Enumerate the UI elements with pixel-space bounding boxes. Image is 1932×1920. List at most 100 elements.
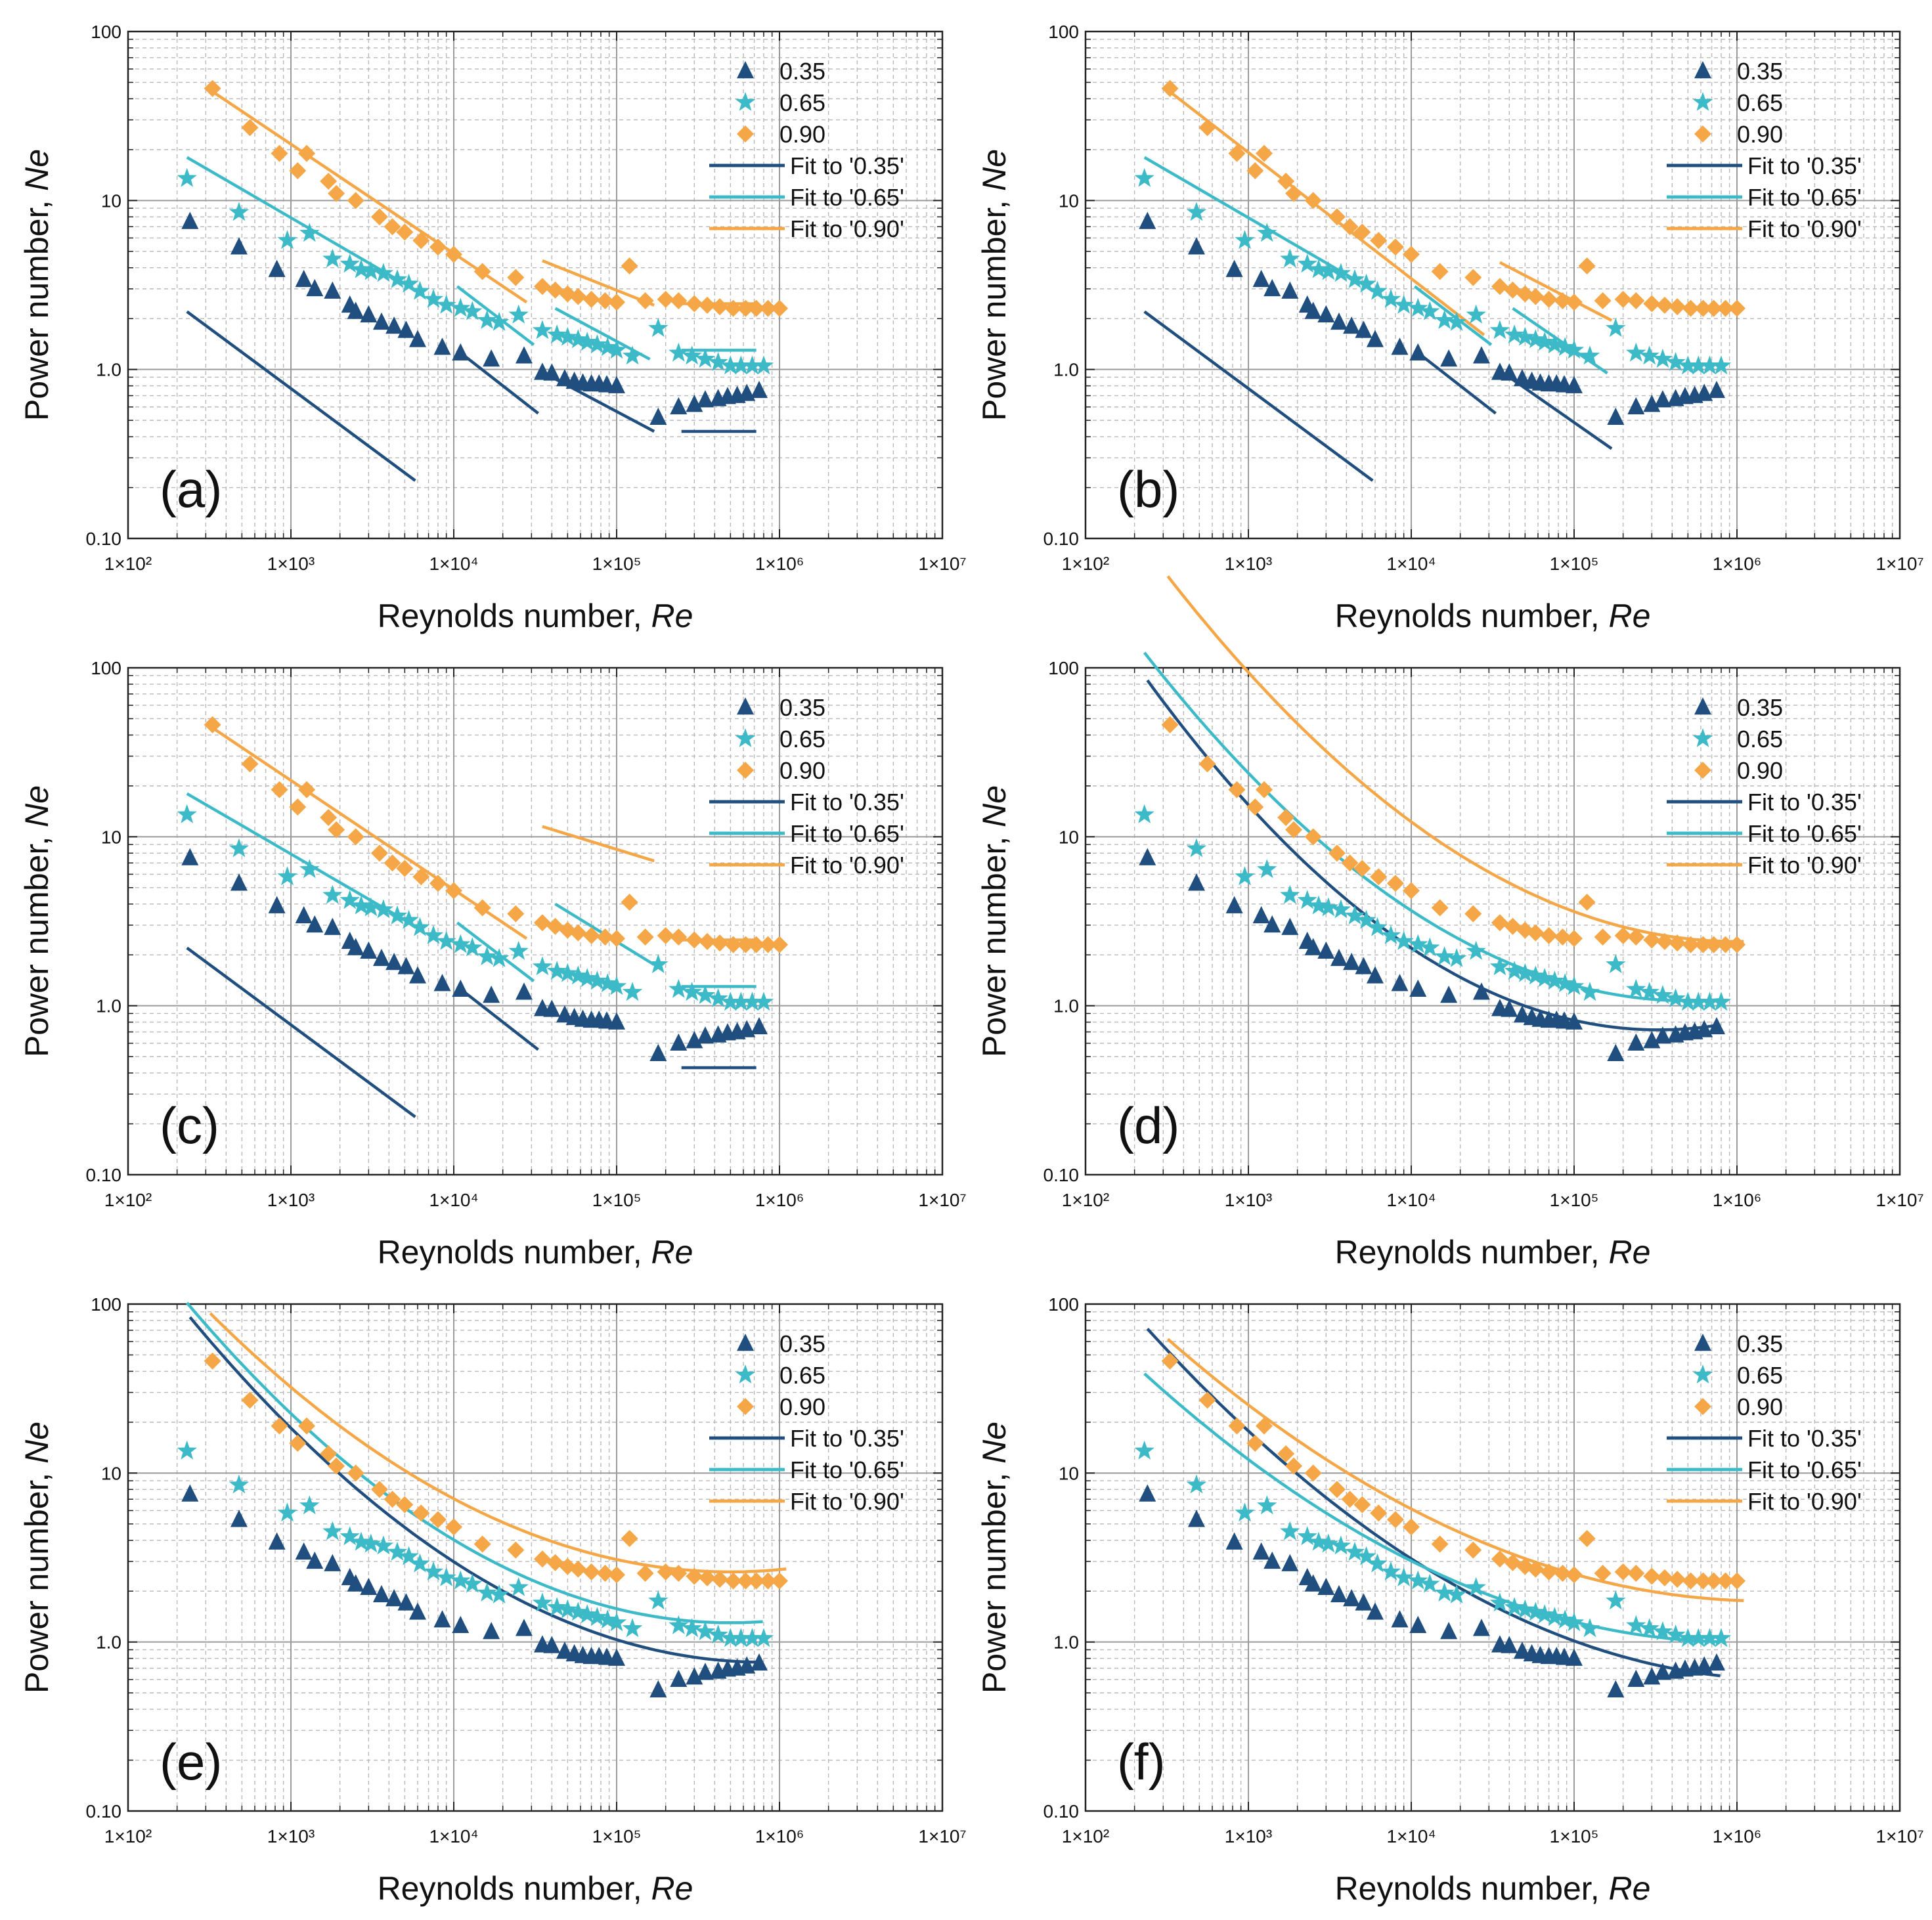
data-point-0.90 [320, 1445, 338, 1463]
data-point-0.65 [1308, 259, 1329, 278]
data-point-0.90 [657, 927, 674, 944]
data-point-0.35 [1187, 237, 1205, 255]
data-point-0.90 [711, 1571, 729, 1588]
x-tick-label: 1×10⁶ [1713, 1826, 1762, 1846]
data-point-0.90 [636, 1565, 654, 1582]
data-point-0.90 [771, 936, 788, 953]
data-point-0.65 [682, 1618, 702, 1638]
x-tick-label: 1×10⁵ [1550, 1190, 1599, 1210]
data-point-0.65 [532, 320, 553, 339]
x-tick-label: 1×10⁷ [1876, 554, 1923, 574]
data-point-0.65 [1367, 280, 1388, 300]
legend-label: Fit to '0.90' [790, 852, 904, 879]
y-tick-label: 0.10 [86, 1165, 122, 1185]
data-point-0.90 [1669, 298, 1686, 316]
x-tick-label: 1×10³ [1225, 1190, 1272, 1210]
data-point-0.35 [670, 1033, 688, 1051]
legend-label: 0.35 [1737, 58, 1783, 85]
fit-segment-s035 [456, 985, 539, 1051]
data-point-0.65 [1515, 326, 1535, 346]
x-axis-title: Reynolds number, Re [378, 598, 693, 634]
data-point-0.65 [1330, 899, 1351, 919]
data-point-0.90 [396, 223, 414, 241]
plot-frame [127, 1303, 944, 1812]
data-point-0.90 [384, 218, 401, 236]
panel-label: (c) [160, 1097, 219, 1154]
legend-label: Fit to '0.35' [790, 1425, 904, 1452]
data-point-0.90 [1566, 294, 1583, 311]
y-tick-label: 10 [1059, 190, 1079, 211]
data-point-0.65 [1626, 342, 1646, 362]
data-point-0.65 [508, 304, 529, 324]
data-point-0.35 [1139, 211, 1156, 229]
data-point-0.65 [1579, 345, 1600, 365]
data-point-0.65 [753, 355, 774, 375]
data-point-0.65 [598, 973, 618, 993]
chart-panel-e: 1×10² 1×10³ 1×10⁴ 1×10⁵ 1×10⁶ 1×10⁷ 0.10 1.0 10 1… [18, 1294, 967, 1907]
data-point-0.35 [608, 1648, 625, 1666]
data-point-0.90 [1705, 299, 1723, 317]
data-point-0.65 [1434, 1582, 1455, 1602]
data-point-0.35 [649, 1680, 667, 1697]
data-point-0.90 [1627, 1565, 1645, 1582]
legend-marker-0.65 [735, 92, 756, 111]
data-point-0.35 [1391, 1610, 1409, 1628]
data-point-0.65 [229, 1474, 250, 1494]
data-point-0.65 [1526, 1602, 1546, 1621]
legend-label: 0.65 [779, 726, 825, 753]
data-point-0.35 [181, 1484, 199, 1502]
data-point-0.65 [1134, 167, 1154, 187]
data-point-0.35 [1654, 1663, 1671, 1680]
data-point-0.65 [1688, 992, 1709, 1011]
data-point-0.65 [1380, 1561, 1401, 1581]
data-point-0.90 [289, 162, 307, 180]
fit-segment-s090 [542, 825, 655, 863]
data-point-0.90 [347, 1464, 364, 1482]
data-point-0.65 [340, 253, 360, 273]
legend-marker-0.65 [1692, 1364, 1713, 1384]
data-point-0.90 [1256, 781, 1273, 798]
data-point-0.90 [657, 290, 674, 308]
data-point-0.90 [686, 931, 703, 949]
data-point-0.90 [1403, 1518, 1420, 1536]
legend-label: Fit to '0.65' [790, 184, 904, 211]
data-point-0.90 [1594, 292, 1612, 310]
data-point-0.65 [1466, 304, 1486, 324]
data-point-0.65 [742, 992, 762, 1011]
data-point-0.35 [324, 281, 341, 299]
data-point-0.65 [1688, 355, 1709, 375]
data-point-0.90 [241, 1391, 259, 1409]
data-point-0.90 [1540, 1563, 1558, 1581]
data-point-0.90 [1669, 934, 1686, 952]
y-tick-label: 100 [1048, 1294, 1079, 1315]
chart-panel-f: 1×10² 1×10³ 1×10⁴ 1×10⁵ 1×10⁶ 1×10⁷ 0.10 1.0 10 1… [976, 1294, 1924, 1907]
data-point-0.35 [1281, 1554, 1299, 1571]
fit-curve-s090 [1166, 575, 1744, 944]
fit-curve-s035 [188, 1316, 763, 1664]
data-point-0.90 [1682, 299, 1700, 317]
data-point-0.65 [568, 965, 588, 985]
data-point-0.90 [747, 936, 765, 953]
data-point-0.65 [410, 280, 430, 300]
data-point-0.35 [483, 349, 500, 367]
x-tick-label: 1×10² [104, 1190, 152, 1210]
data-point-0.35 [1696, 1020, 1713, 1037]
data-point-0.65 [1308, 1531, 1329, 1551]
data-point-0.65 [1535, 968, 1555, 988]
data-point-0.65 [1367, 917, 1388, 936]
data-point-0.65 [1665, 352, 1686, 371]
data-point-0.35 [1696, 383, 1713, 401]
data-point-0.90 [621, 257, 638, 274]
data-point-0.90 [582, 1563, 600, 1581]
data-point-0.35 [1263, 1551, 1281, 1569]
data-point-0.35 [1501, 999, 1518, 1017]
data-point-0.35 [1708, 380, 1726, 399]
data-point-0.90 [429, 1511, 447, 1529]
data-point-0.65 [1626, 978, 1646, 998]
y-tick-label: 10 [101, 190, 121, 211]
data-points [177, 716, 788, 1061]
data-point-0.35 [1355, 1593, 1372, 1611]
data-point-0.90 [1614, 927, 1632, 944]
data-point-0.65 [1394, 1567, 1414, 1586]
x-tick-label: 1×10⁴ [1386, 1826, 1436, 1846]
